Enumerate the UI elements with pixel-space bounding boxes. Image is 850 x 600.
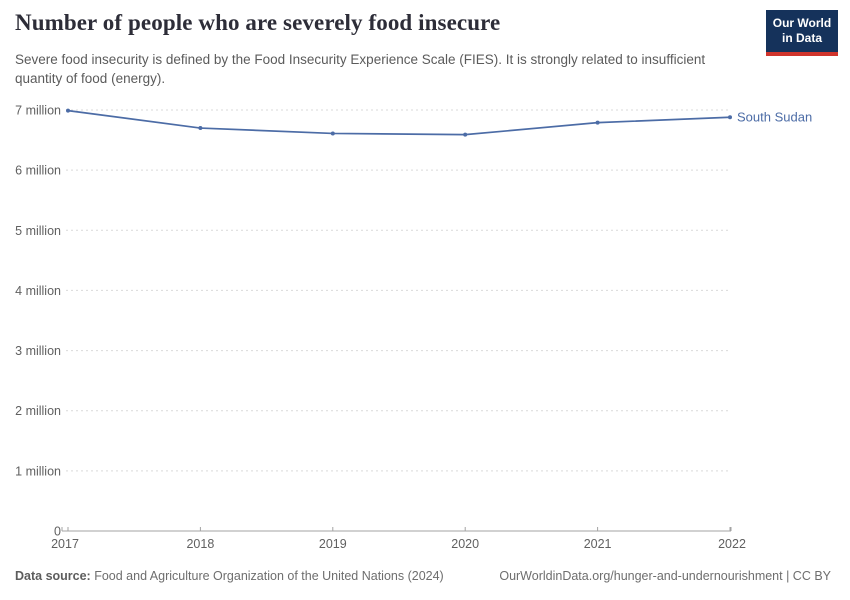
series-end-label[interactable]: South Sudan bbox=[737, 110, 812, 125]
data-point bbox=[595, 120, 600, 125]
line-chart: 0 1 million 2 million 3 million 4 million 5 m… bbox=[15, 104, 812, 552]
x-axis-tick-label: 2019 bbox=[319, 537, 347, 551]
chart-subtitle: Severe food insecurity is defined by the… bbox=[15, 52, 706, 86]
y-axis-tick-label: 7 million bbox=[15, 104, 61, 118]
x-axis-tick-label: 2018 bbox=[186, 537, 214, 551]
data-line bbox=[67, 109, 731, 136]
owid-logo-line1: Our World bbox=[772, 16, 832, 30]
x-axis-tick-label: 2021 bbox=[584, 537, 612, 551]
y-axis-tick-label: 2 million bbox=[15, 404, 61, 418]
x-axis-tick-label: 2020 bbox=[451, 537, 479, 551]
data-point bbox=[728, 115, 732, 120]
data-point bbox=[330, 131, 335, 136]
y-axis-tick-label: 5 million bbox=[15, 224, 61, 238]
data-point bbox=[66, 108, 70, 113]
y-axis-tick-label: 4 million bbox=[15, 284, 61, 298]
page-title: Number of people who are severely food i… bbox=[15, 10, 501, 35]
owid-logo-line2: in Data bbox=[781, 31, 822, 45]
y-axis-tick-label: 0 bbox=[54, 525, 61, 539]
data-source: Data source: Food and Agriculture Organi… bbox=[15, 569, 444, 583]
chart-footer: Data source: Food and Agriculture Organi… bbox=[15, 569, 831, 583]
y-axis-tick-label: 6 million bbox=[15, 164, 61, 178]
data-point bbox=[198, 126, 203, 131]
data-source-text: Food and Agriculture Organization of the… bbox=[90, 569, 444, 583]
x-axis-tick-label: 2017 bbox=[51, 537, 79, 551]
y-axis-tick-label: 3 million bbox=[15, 344, 61, 358]
y-axis-tick-label: 1 million bbox=[15, 464, 61, 478]
data-source-label: Data source: bbox=[15, 569, 91, 583]
x-axis-tick-label: 2022 bbox=[718, 537, 746, 551]
footer-link[interactable]: OurWorldinData.org/hunger-and-undernouri… bbox=[499, 569, 831, 583]
data-point bbox=[463, 132, 468, 137]
owid-logo[interactable]: Our World in Data bbox=[766, 10, 838, 56]
